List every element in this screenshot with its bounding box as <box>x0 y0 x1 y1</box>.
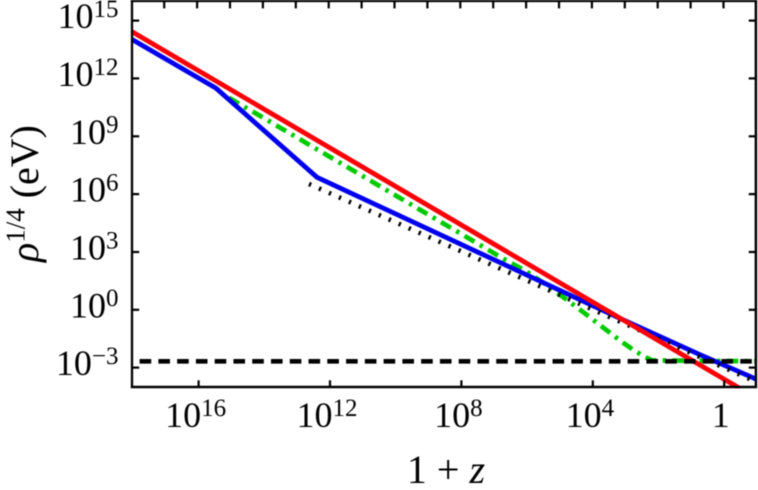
svg-text:ρ1/4 (eV): ρ1/4 (eV) <box>1 125 48 264</box>
svg-text:1: 1 <box>712 395 730 435</box>
svg-text:1012: 1012 <box>58 54 119 94</box>
svg-text:1 + z: 1 + z <box>407 447 486 485</box>
svg-text:103: 103 <box>70 227 119 267</box>
svg-text:10−3: 10−3 <box>56 343 119 383</box>
svg-text:108: 108 <box>434 395 483 435</box>
svg-text:1012: 1012 <box>297 395 358 435</box>
